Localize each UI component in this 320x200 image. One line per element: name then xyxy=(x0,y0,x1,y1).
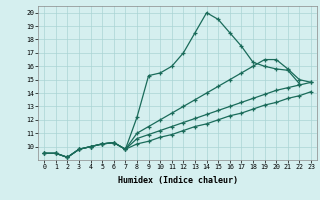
X-axis label: Humidex (Indice chaleur): Humidex (Indice chaleur) xyxy=(118,176,238,185)
